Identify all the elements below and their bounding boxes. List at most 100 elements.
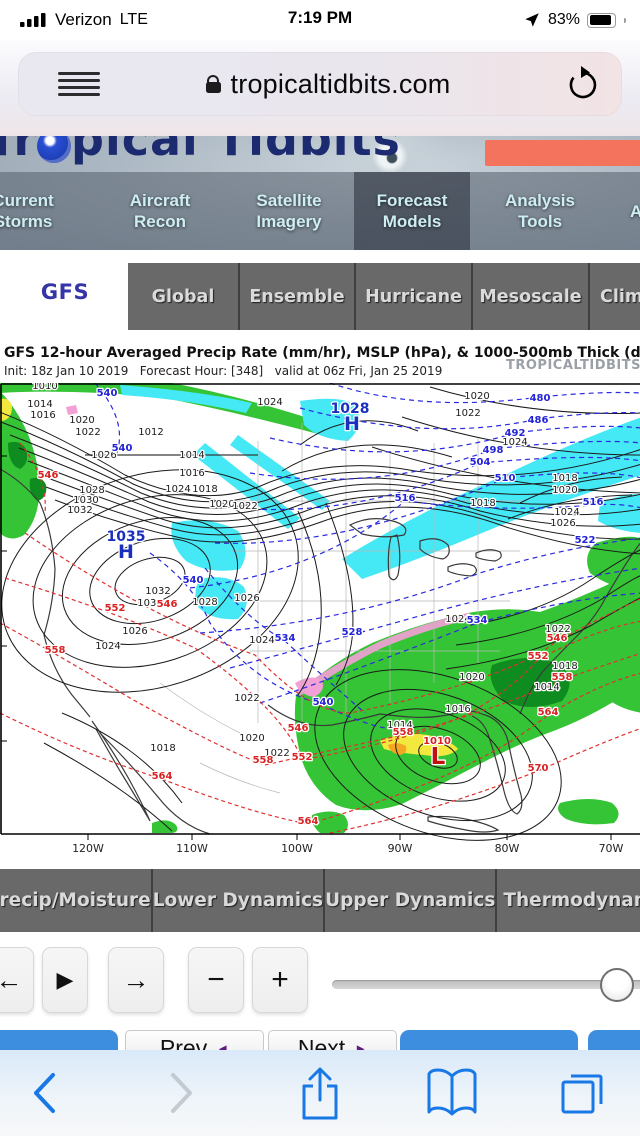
hurricane-swirl-icon bbox=[37, 136, 72, 163]
svg-text:1026: 1026 bbox=[234, 593, 259, 604]
svg-text:120W: 120W bbox=[72, 842, 104, 855]
logo-text-suffix: pical Tidbits bbox=[71, 136, 401, 166]
play-button[interactable]: ▶ bbox=[42, 947, 88, 1013]
svg-text:1030: 1030 bbox=[137, 598, 162, 609]
logo-text-prefix: Tr bbox=[0, 136, 38, 166]
step-back-button[interactable]: ← bbox=[0, 947, 34, 1013]
svg-text:492: 492 bbox=[505, 428, 526, 439]
animation-controls: ← ▶ → − + bbox=[0, 932, 640, 1030]
svg-text:498: 498 bbox=[483, 445, 504, 456]
svg-text:552: 552 bbox=[528, 651, 549, 662]
svg-text:1016: 1016 bbox=[445, 704, 470, 715]
speed-minus-button[interactable]: − bbox=[188, 947, 244, 1013]
svg-text:1024: 1024 bbox=[445, 614, 470, 625]
svg-text:1018: 1018 bbox=[150, 743, 175, 754]
browser-bottom-toolbar bbox=[0, 1050, 640, 1136]
svg-text:1026: 1026 bbox=[91, 450, 116, 461]
svg-text:528: 528 bbox=[342, 627, 363, 638]
svg-text:1020: 1020 bbox=[239, 733, 264, 744]
tab-thermodynamics[interactable]: Thermodynamics bbox=[495, 869, 640, 932]
tab-global[interactable]: Global bbox=[151, 286, 215, 307]
tab-mesoscale[interactable]: Mesoscale bbox=[471, 263, 588, 330]
tab-gfs-active[interactable]: GFS bbox=[40, 280, 90, 304]
svg-text:1024: 1024 bbox=[257, 397, 282, 408]
nav-item-partial[interactable]: A bbox=[630, 201, 640, 221]
nav-item-analysis-tools[interactable]: Analysis Tools bbox=[505, 191, 575, 231]
svg-text:546: 546 bbox=[288, 723, 309, 734]
location-services-icon bbox=[525, 13, 539, 27]
svg-text:558: 558 bbox=[253, 755, 274, 766]
svg-text:1032: 1032 bbox=[145, 586, 170, 597]
browser-top-chrome: tropicaltidbits.com bbox=[0, 40, 640, 136]
frame-slider-track[interactable] bbox=[332, 980, 640, 989]
model-category-tabs: Global Ensemble Hurricane Mesoscale Clim… bbox=[128, 263, 640, 330]
map-frame bbox=[0, 383, 640, 835]
svg-text:70W: 70W bbox=[599, 842, 624, 855]
svg-text:564: 564 bbox=[538, 707, 559, 718]
svg-text:1026: 1026 bbox=[550, 518, 575, 529]
url-text[interactable]: tropicaltidbits.com bbox=[230, 68, 451, 99]
frame-slider-knob[interactable] bbox=[600, 968, 634, 1002]
svg-text:1014: 1014 bbox=[179, 450, 204, 461]
tabs-icon[interactable] bbox=[552, 1063, 612, 1123]
nav-item-current-storms[interactable]: Current Storms bbox=[0, 191, 54, 231]
main-navigation: Current Storms Aircraft Recon Satellite … bbox=[0, 172, 640, 250]
svg-text:504: 504 bbox=[470, 457, 491, 468]
tab-hurricane[interactable]: Hurricane bbox=[354, 263, 471, 330]
signal-strength-icon bbox=[20, 13, 46, 27]
thickness-blue-layer bbox=[94, 382, 640, 729]
tab-lower-dynamics[interactable]: Lower Dynamics bbox=[150, 869, 323, 932]
svg-text:1030: 1030 bbox=[73, 495, 98, 506]
map-title: GFS 12-hour Averaged Precip Rate (mm/hr)… bbox=[4, 345, 640, 361]
forward-button[interactable] bbox=[152, 1063, 212, 1123]
svg-text:570: 570 bbox=[528, 763, 549, 774]
nav-item-aircraft-recon[interactable]: Aircraft Recon bbox=[129, 191, 191, 231]
svg-text:1018: 1018 bbox=[552, 661, 577, 672]
svg-text:1022: 1022 bbox=[545, 624, 570, 635]
svg-text:1020: 1020 bbox=[69, 415, 94, 426]
speed-plus-button[interactable]: + bbox=[252, 947, 308, 1013]
nav-item-satellite-imagery[interactable]: Satellite Imagery bbox=[256, 191, 322, 231]
svg-text:558: 558 bbox=[45, 645, 66, 656]
bookmarks-icon[interactable] bbox=[422, 1063, 482, 1123]
tab-ensemble[interactable]: Ensemble bbox=[238, 263, 354, 330]
isobar-layer bbox=[0, 386, 640, 841]
svg-text:1035: 1035 bbox=[107, 529, 146, 545]
svg-text:1022: 1022 bbox=[75, 427, 100, 438]
battery-percent-label: 83% bbox=[547, 11, 580, 28]
promo-banner-button[interactable] bbox=[485, 140, 640, 166]
share-icon[interactable] bbox=[290, 1063, 350, 1123]
tab-upper-dynamics[interactable]: Upper Dynamics bbox=[323, 869, 495, 932]
step-forward-button[interactable]: → bbox=[108, 947, 164, 1013]
svg-text:534: 534 bbox=[275, 633, 296, 644]
reader-mode-icon[interactable] bbox=[58, 72, 100, 96]
svg-text:L: L bbox=[431, 744, 446, 770]
tab-climatology[interactable]: Climatology bbox=[588, 263, 640, 330]
svg-text:100W: 100W bbox=[281, 842, 313, 855]
back-button[interactable] bbox=[14, 1063, 74, 1123]
nav-item-forecast-models[interactable]: Forecast Models bbox=[354, 172, 470, 250]
svg-text:1018: 1018 bbox=[192, 484, 217, 495]
address-bar[interactable]: tropicaltidbits.com bbox=[18, 52, 622, 116]
tab-precip-moisture[interactable]: Precip/Moisture bbox=[0, 890, 151, 911]
svg-text:1010: 1010 bbox=[32, 383, 57, 392]
svg-text:1020: 1020 bbox=[552, 485, 577, 496]
svg-text:1024: 1024 bbox=[165, 484, 190, 495]
svg-text:1032: 1032 bbox=[67, 505, 92, 516]
svg-text:1024: 1024 bbox=[95, 641, 120, 652]
coastline-layer bbox=[0, 468, 640, 835]
svg-text:1022: 1022 bbox=[264, 748, 289, 759]
svg-text:1020: 1020 bbox=[459, 672, 484, 683]
svg-text:510: 510 bbox=[495, 473, 516, 484]
reload-button[interactable] bbox=[566, 66, 602, 102]
product-category-tabs: Precip/Moisture Lower Dynamics Upper Dyn… bbox=[0, 869, 640, 932]
state-boundaries-layer bbox=[159, 423, 525, 794]
map-init-line: Init: 18z Jan 10 2019 Forecast Hour: [34… bbox=[4, 364, 443, 378]
map-heading: GFS 12-hour Averaged Precip Rate (mm/hr)… bbox=[0, 334, 640, 383]
svg-text:1026: 1026 bbox=[122, 626, 147, 637]
svg-text:534: 534 bbox=[467, 615, 488, 626]
site-logo[interactable]: Tr pical Tidbits bbox=[0, 136, 640, 172]
svg-text:1028: 1028 bbox=[79, 485, 104, 496]
svg-text:H: H bbox=[118, 541, 134, 563]
